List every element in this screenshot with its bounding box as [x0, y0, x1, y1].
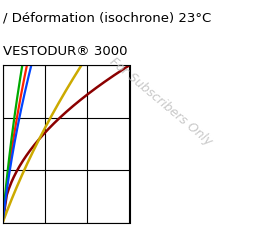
Text: For Subscribers Only: For Subscribers Only	[107, 55, 214, 148]
Text: VESTODUR® 3000: VESTODUR® 3000	[3, 45, 127, 58]
Text: / Déformation (isochrone) 23°C: / Déformation (isochrone) 23°C	[3, 11, 211, 24]
